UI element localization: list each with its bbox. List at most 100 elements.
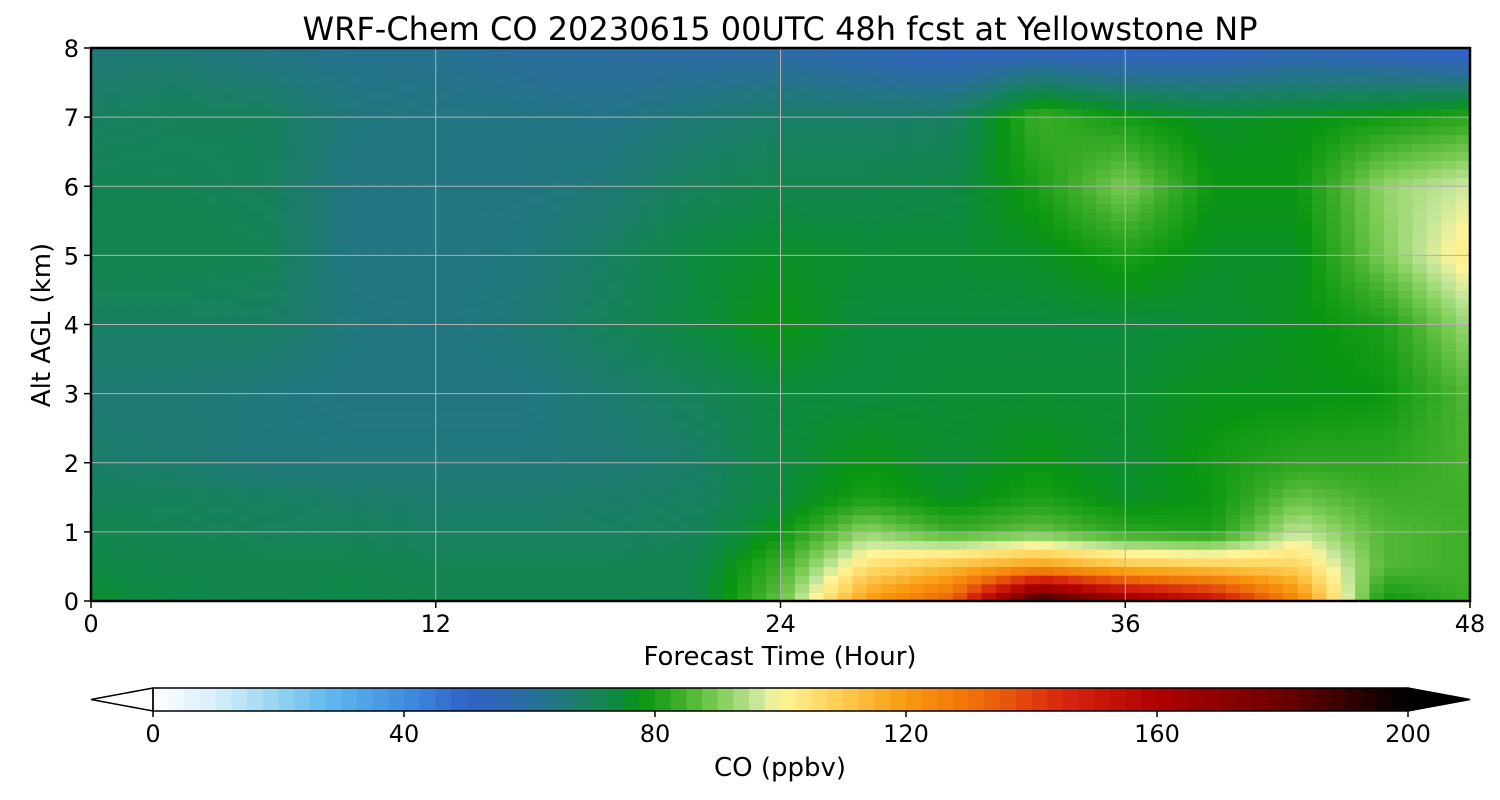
- heatmap-cell: [636, 566, 652, 576]
- heatmap-cell: [536, 246, 552, 256]
- heatmap-cell: [1426, 393, 1442, 403]
- heatmap-cell: [1412, 523, 1428, 533]
- heatmap-cell: [780, 376, 796, 386]
- heatmap-cell: [306, 289, 322, 300]
- heatmap-cell: [450, 540, 466, 550]
- heatmap-cell: [148, 177, 164, 187]
- heatmap-cell: [665, 341, 681, 352]
- heatmap-cell: [1268, 454, 1284, 464]
- heatmap-cell: [1082, 384, 1098, 395]
- heatmap-cell: [593, 393, 609, 403]
- heatmap-cell: [967, 229, 983, 239]
- heatmap-cell: [177, 359, 193, 369]
- heatmap-cell: [1211, 186, 1227, 196]
- heatmap-cell: [665, 540, 681, 550]
- heatmap-cell: [1067, 419, 1083, 429]
- heatmap-cell: [751, 428, 767, 438]
- heatmap-cell: [177, 402, 193, 412]
- heatmap-cell: [1369, 497, 1385, 507]
- heatmap-cell: [751, 419, 767, 429]
- heatmap-cell: [1426, 575, 1442, 585]
- heatmap-cell: [521, 419, 537, 429]
- heatmap-cell: [1398, 194, 1414, 205]
- heatmap-cell: [1125, 523, 1141, 533]
- heatmap-cell: [1010, 272, 1026, 282]
- heatmap-cell: [895, 549, 911, 559]
- heatmap-cell: [737, 186, 753, 196]
- heatmap-cell: [1398, 264, 1414, 274]
- heatmap-cell: [306, 402, 322, 412]
- heatmap-cell: [1211, 168, 1227, 179]
- heatmap-cell: [536, 324, 552, 334]
- heatmap-cell: [1455, 557, 1470, 568]
- heatmap-cell: [320, 549, 336, 559]
- heatmap-cell: [794, 333, 810, 343]
- heatmap-cell: [780, 255, 796, 265]
- heatmap-cell: [938, 393, 954, 403]
- heatmap-cell: [636, 583, 652, 593]
- heatmap-cell: [1053, 419, 1069, 429]
- heatmap-cell: [1197, 402, 1213, 412]
- heatmap-cell: [665, 220, 681, 231]
- heatmap-cell: [1426, 428, 1442, 438]
- heatmap-cell: [493, 151, 509, 161]
- heatmap-cell: [708, 333, 724, 343]
- heatmap-cell: [1426, 151, 1442, 161]
- heatmap-cell: [924, 523, 940, 533]
- heatmap-cell: [1024, 454, 1040, 464]
- heatmap-cell: [378, 151, 394, 161]
- heatmap-cell: [1455, 333, 1470, 343]
- heatmap-cell: [464, 445, 480, 455]
- heatmap-cell: [1139, 333, 1155, 343]
- heatmap-cell: [1340, 540, 1356, 550]
- heatmap-cell: [363, 514, 379, 524]
- heatmap-cell: [881, 531, 897, 542]
- heatmap-cell: [1340, 315, 1356, 326]
- heatmap-cell: [737, 203, 753, 213]
- heatmap-cell: [407, 523, 422, 533]
- heatmap-cell: [277, 203, 293, 213]
- heatmap-cell: [622, 471, 638, 481]
- heatmap-cell: [407, 281, 422, 291]
- heatmap-cell: [1197, 264, 1213, 274]
- heatmap-cell: [464, 229, 480, 239]
- heatmap-cell: [392, 393, 408, 403]
- heatmap-cell: [378, 255, 394, 265]
- heatmap-cell: [665, 367, 681, 377]
- heatmap-cell: [234, 168, 250, 179]
- heatmap-cell: [1211, 255, 1227, 265]
- heatmap-cell: [1168, 264, 1184, 274]
- heatmap-cell: [1412, 402, 1428, 412]
- heatmap-cell: [263, 557, 279, 568]
- heatmap-cell: [967, 376, 983, 386]
- heatmap-cell: [1024, 151, 1040, 161]
- heatmap-cell: [794, 445, 810, 455]
- heatmap-cell: [708, 566, 724, 576]
- heatmap-cell: [1426, 471, 1442, 481]
- heatmap-cell: [363, 255, 379, 265]
- heatmap-cell: [464, 419, 480, 429]
- heatmap-cell: [220, 480, 236, 490]
- heatmap-cell: [1283, 298, 1299, 308]
- heatmap-cell: [852, 281, 868, 291]
- heatmap-cell: [162, 514, 178, 524]
- heatmap-cell: [378, 462, 394, 472]
- heatmap-cell: [565, 410, 580, 421]
- heatmap-cell: [220, 557, 236, 568]
- heatmap-cell: [1398, 255, 1414, 265]
- heatmap-cell: [938, 220, 954, 231]
- heatmap-cell: [766, 393, 782, 403]
- heatmap-cell: [335, 177, 351, 187]
- heatmap-cell: [651, 160, 667, 170]
- heatmap-cell: [1197, 315, 1213, 326]
- heatmap-cell: [608, 246, 624, 256]
- heatmap-cell: [981, 410, 997, 421]
- heatmap-cell: [550, 350, 566, 360]
- heatmap-cell: [536, 359, 552, 369]
- heatmap-cell: [881, 281, 897, 291]
- heatmap-cell: [450, 557, 466, 568]
- heatmap-cell: [679, 592, 695, 601]
- heatmap-cell: [105, 359, 121, 369]
- heatmap-cell: [134, 255, 150, 265]
- heatmap-cell: [1326, 575, 1342, 585]
